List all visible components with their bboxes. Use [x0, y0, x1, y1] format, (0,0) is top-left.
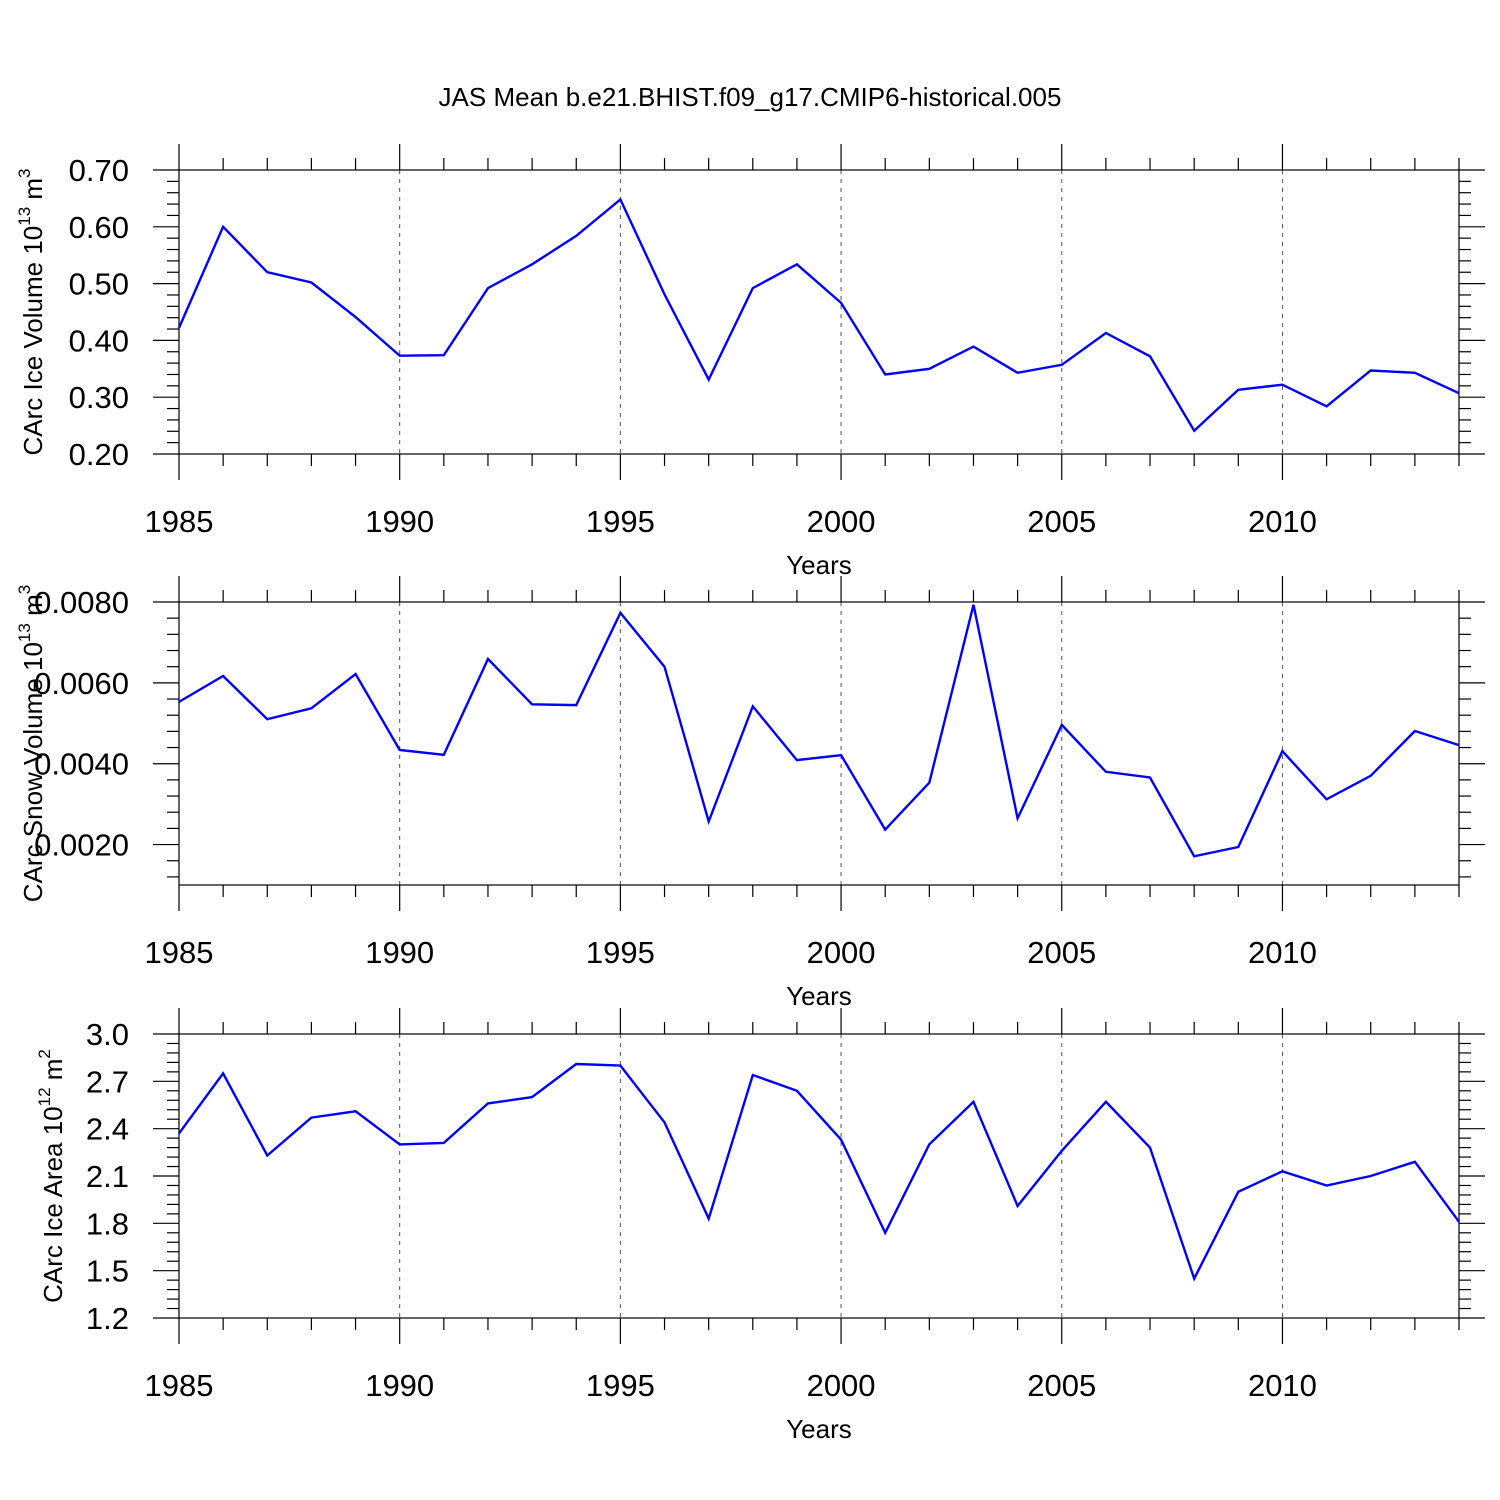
- y-tick-label: 1.8: [86, 1206, 129, 1241]
- y-axis-label-unit-exponent: 3: [15, 168, 34, 177]
- x-tick-label: 2000: [807, 935, 876, 970]
- x-tick-label: 2010: [1248, 935, 1317, 970]
- x-tick-label: 2000: [807, 504, 876, 539]
- y-axis-label: CArc Ice Volume 1013 m3: [15, 168, 48, 455]
- y-axis-label-text: CArc Snow Volume 10: [18, 642, 48, 902]
- x-tick-label: 1990: [365, 1368, 434, 1403]
- y-tick-label: 0.0080: [34, 585, 129, 620]
- x-tick-label: 2010: [1248, 1368, 1317, 1403]
- y-axis-label: CArc Ice Area 1012 m2: [35, 1049, 68, 1303]
- y-tick-label: 2.4: [86, 1112, 129, 1147]
- y-axis-label-exponent: 12: [35, 1087, 54, 1106]
- y-tick-label: 1.5: [86, 1254, 129, 1289]
- y-axis-label-exponent: 13: [15, 207, 34, 226]
- x-tick-label: 1990: [365, 935, 434, 970]
- y-tick-label: 0.0020: [34, 828, 129, 863]
- plot-frame: [178, 169, 1460, 455]
- x-tick-label: 1990: [365, 504, 434, 539]
- x-tick-label: 1995: [586, 935, 655, 970]
- y-axis-label-unit-exponent: 2: [35, 1049, 54, 1058]
- panel-snow-volume: 1985 1990 1995 2000 2005 2010 0.0020 0.0040 0.00…: [15, 576, 1485, 1011]
- plot-frame: [178, 1033, 1460, 1319]
- series-line: [178, 604, 1460, 858]
- panel-ice-area: 1985 1990 1995 2000 2005 2010 1.2 1.5 1.8 2.1 2.4 2…: [35, 1008, 1485, 1444]
- y-axis-label-exponent: 13: [15, 623, 34, 642]
- y-tick-label: 2.1: [86, 1159, 129, 1194]
- x-tick-label: 2000: [807, 1368, 876, 1403]
- chart-title: JAS Mean b.e21.BHIST.f09_g17.CMIP6-histo…: [439, 82, 1062, 112]
- series-line: [177, 197, 1460, 433]
- y-tick-label: 0.50: [69, 267, 129, 302]
- y-axis-label-unit: m: [18, 594, 48, 623]
- y-tick-label: 0.60: [69, 210, 129, 245]
- plot-frame: [178, 601, 1460, 886]
- y-tick-label: 0.70: [69, 153, 129, 188]
- x-axis-label: Years: [786, 550, 852, 580]
- y-tick-label: 0.20: [69, 437, 129, 472]
- x-tick-label: 2010: [1248, 504, 1317, 539]
- y-tick-label: 0.0060: [34, 666, 129, 701]
- y-tick-label: 0.0040: [34, 747, 129, 782]
- x-tick-label: 1985: [145, 1368, 214, 1403]
- y-axis-label-unit-exponent: 3: [15, 585, 34, 594]
- y-tick-label: 0.40: [69, 323, 129, 358]
- x-axis-label: Years: [786, 981, 852, 1011]
- x-tick-label: 1995: [586, 504, 655, 539]
- y-tick-label: 1.2: [86, 1301, 129, 1336]
- y-tick-label: 2.7: [86, 1064, 129, 1099]
- x-tick-label: 2005: [1027, 935, 1096, 970]
- x-tick-label: 2005: [1027, 1368, 1096, 1403]
- y-axis-label-unit: m: [38, 1059, 68, 1088]
- y-axis-label-text: CArc Ice Area 10: [38, 1106, 68, 1303]
- x-tick-label: 1995: [586, 1368, 655, 1403]
- y-axis-label-text: CArc Ice Volume 10: [18, 226, 48, 456]
- series-line: [178, 1062, 1460, 1282]
- y-tick-label: 0.30: [69, 380, 129, 415]
- x-tick-label: 1985: [145, 935, 214, 970]
- x-axis-label: Years: [786, 1414, 852, 1444]
- y-axis-label-unit: m: [18, 178, 48, 207]
- x-tick-label: 2005: [1027, 504, 1096, 539]
- panel-ice-volume: 1985 1990 1995 2000 2005 2010 0.20 0.30 0.40 0.50…: [15, 144, 1485, 580]
- x-tick-label: 1985: [145, 504, 214, 539]
- y-tick-label: 3.0: [86, 1017, 129, 1052]
- y-axis-label: CArc Snow Volume 1013 m3: [15, 585, 48, 902]
